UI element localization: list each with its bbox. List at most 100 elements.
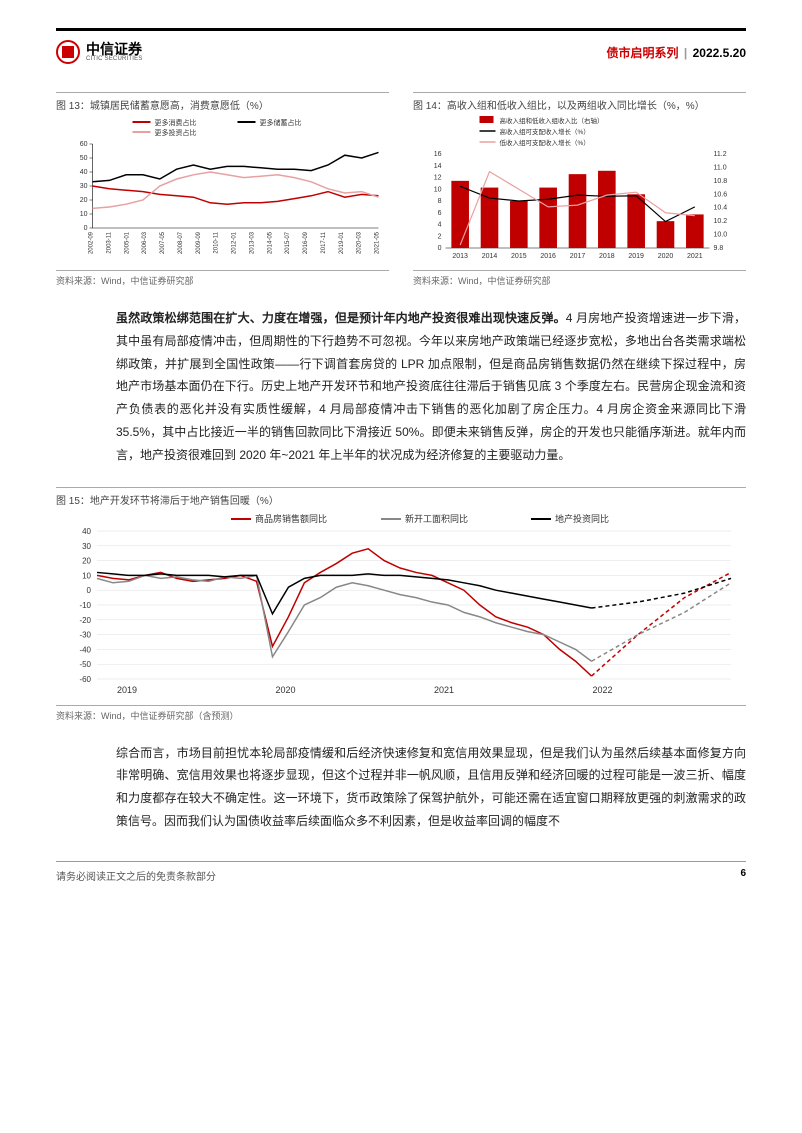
- svg-text:2019: 2019: [117, 685, 137, 695]
- svg-text:8: 8: [438, 198, 442, 205]
- svg-text:10.8: 10.8: [714, 178, 728, 185]
- svg-text:60: 60: [80, 141, 88, 148]
- svg-text:-60: -60: [79, 675, 91, 684]
- svg-text:10.6: 10.6: [714, 191, 728, 198]
- svg-text:2016-09: 2016-09: [303, 231, 309, 254]
- svg-text:-50: -50: [79, 660, 91, 669]
- svg-text:9.8: 9.8: [714, 245, 724, 252]
- svg-text:2009-09: 2009-09: [196, 231, 202, 254]
- svg-text:更多消费占比: 更多消费占比: [155, 118, 197, 127]
- para1-body: 4 月房地产投资增速进一步下滑，其中虽有局部疫情冲击，但周期性的下行趋势不可忽视…: [116, 311, 746, 462]
- page-footer: 请务必阅读正文之后的免责条款部分 6: [56, 861, 746, 883]
- svg-text:2015: 2015: [511, 253, 527, 260]
- svg-text:高收入组和低收入组收入比（右轴）: 高收入组和低收入组收入比（右轴）: [500, 116, 604, 125]
- svg-text:2021-05: 2021-05: [375, 231, 381, 254]
- svg-text:2007-05: 2007-05: [160, 231, 166, 254]
- svg-text:更多储蓄占比: 更多储蓄占比: [260, 118, 302, 127]
- svg-text:2020: 2020: [658, 253, 674, 260]
- svg-text:2013: 2013: [452, 253, 468, 260]
- paragraph-1: 虽然政策松绑范围在扩大、力度在增强，但是预计年内地产投资很难出现快速反弹。4 月…: [116, 307, 746, 467]
- svg-text:地产投资同比: 地产投资同比: [555, 513, 609, 524]
- svg-text:10: 10: [80, 211, 88, 218]
- logo-text: 中信证券 CITIC SECURITIES: [86, 42, 143, 62]
- logo-cn: 中信证券: [86, 42, 143, 56]
- svg-text:2018: 2018: [599, 253, 615, 260]
- header-date: 2022.5.20: [693, 46, 746, 60]
- svg-text:2015-07: 2015-07: [285, 231, 291, 254]
- chart14-col: 图 14：高收入组和低收入组比，以及两组收入同比增长（%，%） 高收入组和低收入…: [413, 92, 746, 287]
- top-border: [56, 28, 746, 31]
- svg-text:2006-03: 2006-03: [142, 231, 148, 254]
- svg-text:30: 30: [80, 183, 88, 190]
- svg-text:-10: -10: [79, 601, 91, 610]
- chart15-title: 图 15：地产开发环节将滞后于地产销售回暖（%）: [56, 487, 746, 507]
- svg-text:0: 0: [438, 245, 442, 252]
- svg-text:高收入组可支配收入增长（%）: 高收入组可支配收入增长（%）: [500, 127, 590, 136]
- svg-text:新开工面积同比: 新开工面积同比: [405, 513, 468, 524]
- chart13-title: 图 13：城镇居民储蓄意愿高，消费意愿低（%）: [56, 92, 389, 112]
- svg-text:40: 40: [80, 169, 88, 176]
- svg-text:6: 6: [438, 210, 442, 217]
- svg-text:-30: -30: [79, 630, 91, 639]
- svg-text:2005-01: 2005-01: [124, 231, 130, 254]
- svg-text:4: 4: [438, 222, 442, 229]
- page-header: 中信证券 CITIC SECURITIES 债市启明系列 | 2022.5.20: [56, 32, 746, 64]
- header-right: 债市启明系列 | 2022.5.20: [607, 44, 746, 61]
- svg-text:20: 20: [80, 197, 88, 204]
- svg-text:2020: 2020: [276, 685, 296, 695]
- svg-text:2021: 2021: [687, 253, 703, 260]
- svg-text:2010-11: 2010-11: [214, 231, 220, 253]
- chart13-col: 图 13：城镇居民储蓄意愿高，消费意愿低（%） 更多消费占比 更多储蓄占比更多投资…: [56, 92, 389, 287]
- chart15-source: 资料来源：Wind，中信证券研究部（含预测）: [56, 705, 746, 722]
- svg-text:2002-09: 2002-09: [89, 231, 95, 254]
- svg-text:10.0: 10.0: [714, 232, 728, 239]
- paragraph-2: 综合而言，市场目前担忧本轮局部疫情缓和后经济快速修复和宽信用效果显现，但是我们认…: [116, 742, 746, 833]
- svg-text:11.2: 11.2: [714, 151, 727, 158]
- svg-text:2017: 2017: [570, 253, 586, 260]
- svg-text:2022: 2022: [593, 685, 613, 695]
- svg-text:10: 10: [434, 186, 442, 193]
- svg-text:11.0: 11.0: [714, 164, 727, 171]
- chart14-plot: 高收入组和低收入组收入比（右轴） 高收入组可支配收入增长（%） 低收入组可支配收入增…: [413, 116, 746, 266]
- chart13-plot: 更多消费占比 更多储蓄占比更多投资占比 0 10 20 30 40 50 60 2002-09 20…: [56, 116, 389, 266]
- svg-text:2014-05: 2014-05: [267, 231, 273, 254]
- svg-text:14: 14: [434, 163, 442, 170]
- series-title: 债市启明系列: [607, 46, 679, 60]
- svg-text:10.2: 10.2: [714, 218, 728, 225]
- svg-text:2019: 2019: [628, 253, 644, 260]
- svg-text:0: 0: [87, 586, 92, 595]
- svg-text:10.4: 10.4: [714, 205, 728, 212]
- chart15-block: 图 15：地产开发环节将滞后于地产销售回暖（%） 商品房销售额同比新开工面积同比…: [56, 487, 746, 722]
- page: 中信证券 CITIC SECURITIES 债市启明系列 | 2022.5.20…: [0, 0, 802, 907]
- chart15-plot: 商品房销售额同比新开工面积同比地产投资同比-60-50-40-30-20-100…: [56, 511, 746, 701]
- logo-en: CITIC SECURITIES: [86, 56, 143, 62]
- svg-text:2021: 2021: [434, 685, 454, 695]
- svg-text:2008-07: 2008-07: [178, 231, 184, 254]
- chart-row-top: 图 13：城镇居民储蓄意愿高，消费意愿低（%） 更多消费占比 更多储蓄占比更多投资…: [56, 92, 746, 287]
- svg-text:更多投资占比: 更多投资占比: [155, 128, 197, 137]
- svg-text:50: 50: [80, 155, 88, 162]
- svg-text:10: 10: [82, 571, 91, 580]
- svg-text:-40: -40: [79, 645, 91, 654]
- svg-text:2016: 2016: [540, 253, 556, 260]
- para1-lead: 虽然政策松绑范围在扩大、力度在增强，但是预计年内地产投资很难出现快速反弹。: [116, 311, 566, 325]
- chart13-source: 资料来源：Wind，中信证券研究部: [56, 270, 389, 287]
- para2-body: 综合而言，市场目前担忧本轮局部疫情缓和后经济快速修复和宽信用效果显现，但是我们认…: [116, 746, 746, 828]
- svg-text:低收入组可支配收入增长（%）: 低收入组可支配收入增长（%）: [500, 138, 590, 147]
- header-sep: |: [684, 46, 687, 60]
- svg-text:40: 40: [82, 527, 91, 536]
- svg-text:0: 0: [84, 225, 88, 232]
- chart14-title: 图 14：高收入组和低收入组比，以及两组收入同比增长（%，%）: [413, 92, 746, 112]
- svg-text:-20: -20: [79, 615, 91, 624]
- page-number: 6: [740, 868, 746, 883]
- logo-icon: [56, 40, 80, 64]
- svg-text:30: 30: [82, 541, 91, 550]
- svg-text:2012-01: 2012-01: [232, 231, 238, 254]
- footer-disclaimer: 请务必阅读正文之后的免责条款部分: [56, 868, 216, 883]
- svg-text:2: 2: [438, 233, 442, 240]
- svg-text:16: 16: [434, 151, 442, 158]
- svg-text:20: 20: [82, 556, 91, 565]
- chart14-source: 资料来源：Wind，中信证券研究部: [413, 270, 746, 287]
- svg-text:2003-11: 2003-11: [106, 231, 112, 253]
- svg-text:2019-01: 2019-01: [339, 231, 345, 254]
